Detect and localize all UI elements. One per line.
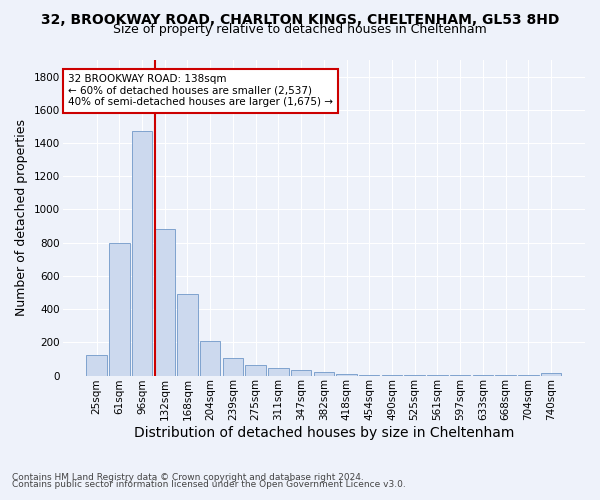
Bar [541,372,561,376]
Bar [109,242,130,376]
Bar [86,355,107,376]
Text: Contains public sector information licensed under the Open Government Licence v3: Contains public sector information licen… [12,480,406,489]
Bar [177,294,197,376]
Bar [336,374,357,376]
Bar [314,372,334,376]
Bar [268,368,289,376]
Text: 32 BROOKWAY ROAD: 138sqm
← 60% of detached houses are smaller (2,537)
40% of sem: 32 BROOKWAY ROAD: 138sqm ← 60% of detach… [68,74,333,108]
Text: 32, BROOKWAY ROAD, CHARLTON KINGS, CHELTENHAM, GL53 8HD: 32, BROOKWAY ROAD, CHARLTON KINGS, CHELT… [41,12,559,26]
Bar [359,374,379,376]
Bar [223,358,243,376]
Y-axis label: Number of detached properties: Number of detached properties [15,120,28,316]
Bar [291,370,311,376]
Text: Size of property relative to detached houses in Cheltenham: Size of property relative to detached ho… [113,24,487,36]
Bar [200,342,220,376]
Text: Contains HM Land Registry data © Crown copyright and database right 2024.: Contains HM Land Registry data © Crown c… [12,472,364,482]
Bar [245,364,266,376]
X-axis label: Distribution of detached houses by size in Cheltenham: Distribution of detached houses by size … [134,426,514,440]
Bar [132,130,152,376]
Bar [155,230,175,376]
